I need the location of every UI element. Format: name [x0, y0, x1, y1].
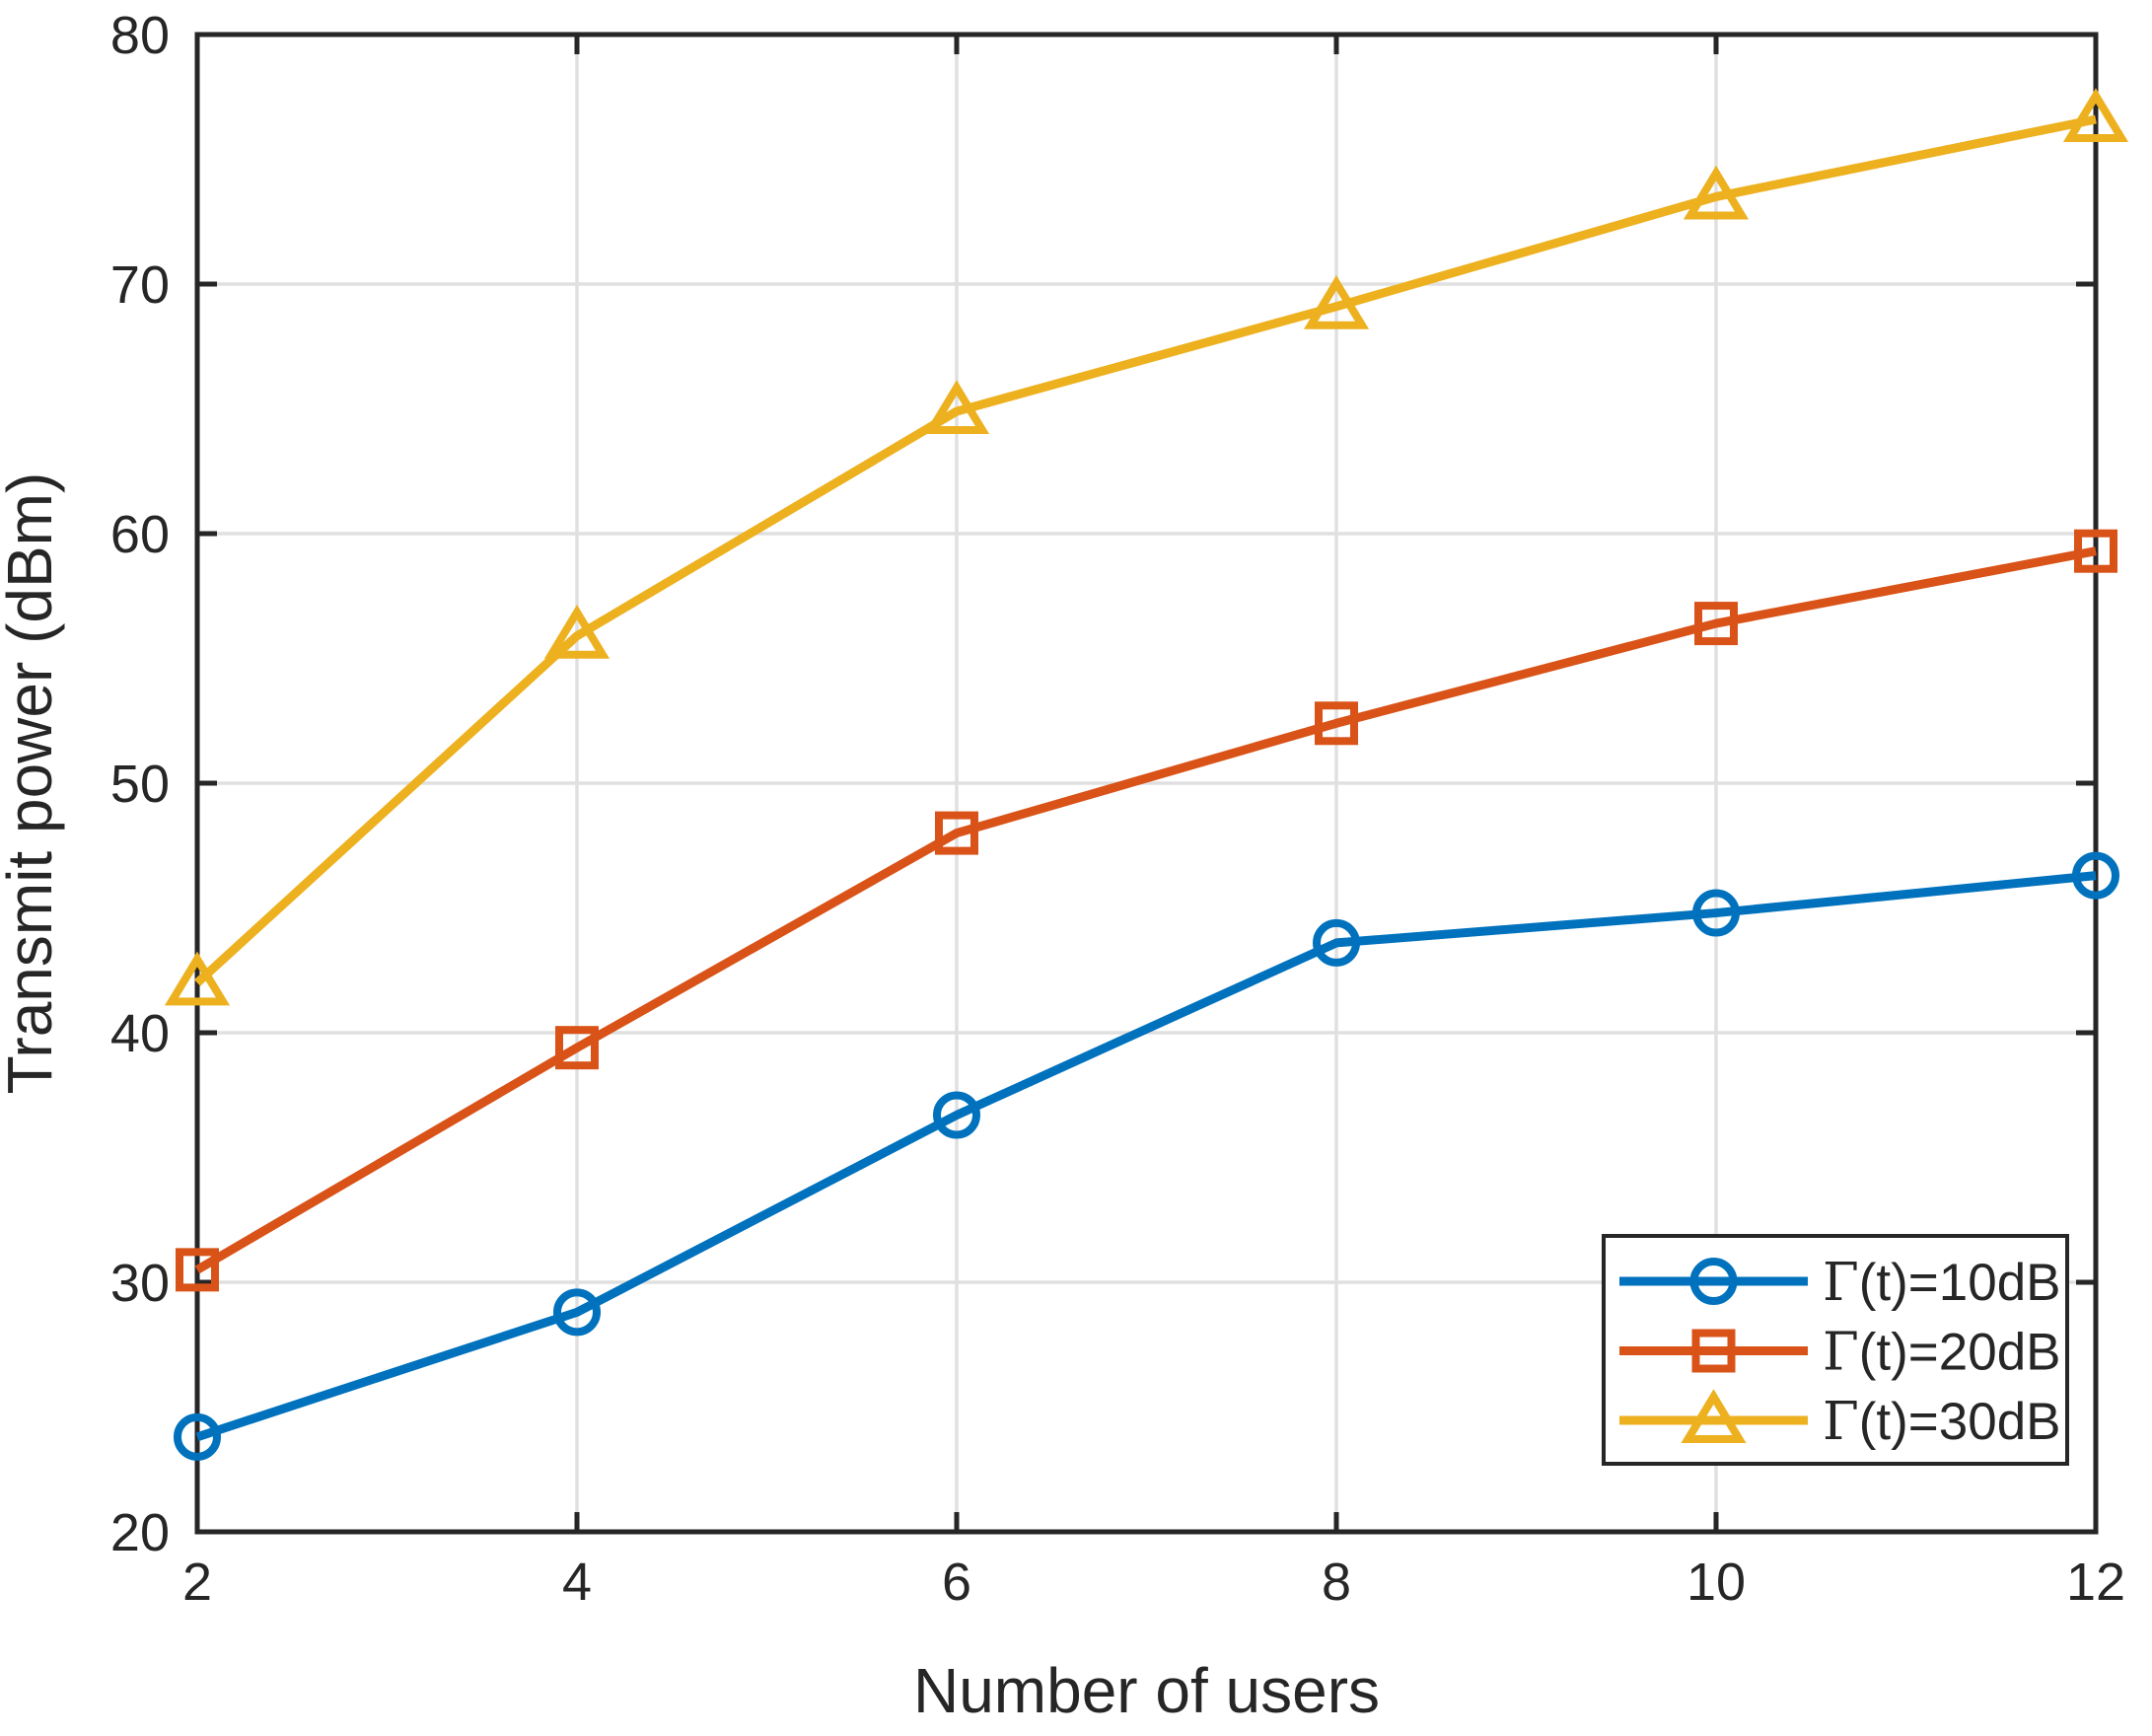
- x-tick-label: 4: [562, 1553, 592, 1612]
- marker-square-icon: [176, 1248, 219, 1292]
- marker-triangle-icon: [1303, 275, 1370, 329]
- y-tick-label: 50: [110, 755, 170, 814]
- marker-triangle-icon: [543, 604, 610, 659]
- series-line-gamma-t-30db: [193, 114, 2097, 986]
- x-tick-label: 6: [942, 1553, 971, 1612]
- legend-item-gamma-t-30db: Γ(t)=30dB: [1619, 1389, 2061, 1452]
- marker-circle-icon: [933, 1091, 980, 1139]
- series-gamma-t-20db: [176, 529, 2117, 1292]
- legend-item-gamma-t-10db: Γ(t)=10dB: [1619, 1253, 2061, 1313]
- marker-square-icon: [2074, 529, 2117, 573]
- x-tick-label: 12: [2066, 1553, 2125, 1612]
- legend-label: Γ(t)=10dB: [1823, 1253, 2061, 1313]
- marker-square-icon: [935, 811, 978, 855]
- marker-square-icon: [1694, 602, 1738, 646]
- y-axis-label: Transmit power (dBm): [0, 472, 65, 1095]
- marker-square-icon: [555, 1026, 599, 1070]
- x-tick-label: 10: [1686, 1553, 1746, 1612]
- x-tick-label: 2: [182, 1553, 212, 1612]
- marker-circle-icon: [1313, 918, 1360, 967]
- marker-circle-icon: [174, 1412, 221, 1461]
- y-tick-label: 20: [110, 1503, 170, 1562]
- y-tick-label: 40: [110, 1004, 170, 1063]
- marker-circle-icon: [553, 1288, 601, 1337]
- marker-triangle-icon: [1683, 165, 1750, 220]
- x-axis-label: Number of users: [913, 1655, 1380, 1726]
- y-tick-label: 30: [110, 1254, 170, 1313]
- series-gamma-t-30db: [164, 88, 2129, 1006]
- y-tick-label: 70: [110, 255, 170, 315]
- marker-circle-icon: [1692, 889, 1740, 937]
- series-line-gamma-t-20db: [194, 546, 2097, 1274]
- series-line-gamma-t-10db: [195, 871, 2097, 1442]
- legend: Γ(t)=10dB Γ(t)=20dB Γ(t)=30dB: [1602, 1234, 2069, 1466]
- marker-triangle-icon: [1681, 1389, 1747, 1443]
- legend-label: Γ(t)=20dB: [1823, 1323, 2061, 1383]
- marker-triangle-icon: [164, 951, 231, 1006]
- x-tick-label: 8: [1322, 1553, 1351, 1612]
- marker-circle-icon: [2072, 851, 2119, 900]
- marker-triangle-icon: [2062, 88, 2129, 143]
- marker-circle-icon: [1689, 1258, 1738, 1305]
- tick-labels: 2 4 6 8 10 12 20 30 40 50 60 70 80: [110, 6, 2125, 1612]
- legend-item-gamma-t-20db: Γ(t)=20dB: [1619, 1323, 2061, 1383]
- y-tick-label: 80: [110, 6, 170, 65]
- marker-square-icon: [1315, 701, 1358, 746]
- marker-square-icon: [1691, 1329, 1736, 1373]
- series-gamma-t-10db: [174, 851, 2119, 1461]
- marker-triangle-icon: [923, 380, 990, 435]
- legend-label: Γ(t)=30dB: [1823, 1392, 2061, 1452]
- y-tick-label: 60: [110, 505, 170, 564]
